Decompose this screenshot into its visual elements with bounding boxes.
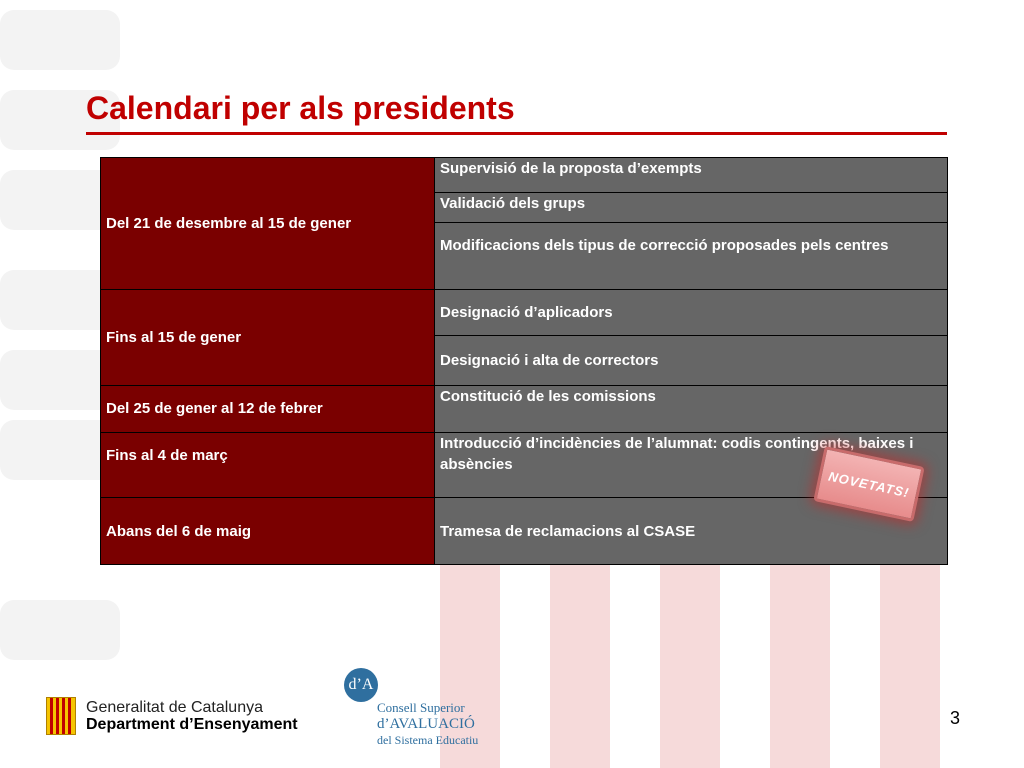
period-cell: Del 21 de desembre al 15 de gener xyxy=(100,157,435,290)
task-cell: Modificacions dels tipus de correcció pr… xyxy=(434,222,948,290)
task-cell: Validació dels grups xyxy=(434,192,948,223)
page-number: 3 xyxy=(950,708,961,728)
department-name: Department d’Ensenyament xyxy=(86,716,298,733)
slide-title: Calendari per als presidents xyxy=(86,90,515,126)
consell-superior-logo: d’A Consell Superior d’AVALUACIÓ del Sis… xyxy=(344,668,484,752)
period-cell: Abans del 6 de maig xyxy=(100,497,435,565)
title-underline xyxy=(86,132,947,135)
generalitat-logo: Generalitat de Catalunya Department d’En… xyxy=(46,696,298,736)
da-mark-icon: d’A xyxy=(344,668,378,702)
task-cell: Tramesa de reclamacions al CSASE xyxy=(434,497,948,565)
badge-label: NOVETATS! xyxy=(827,468,911,500)
senyera-emblem-icon xyxy=(46,697,76,735)
period-cell: Del 25 de gener al 12 de febrer xyxy=(100,385,435,433)
schedule-table: Del 21 de desembre al 15 de gener Superv… xyxy=(100,157,948,565)
consell-line3: del Sistema Educatiu xyxy=(377,733,479,747)
consell-line1: Consell Superior xyxy=(377,700,465,715)
task-cell: Supervisió de la proposta d’exempts xyxy=(434,157,948,193)
consell-line2: d’AVALUACIÓ xyxy=(377,716,475,732)
generalitat-name: Generalitat de Catalunya xyxy=(86,699,263,716)
period-cell: Fins al 4 de març xyxy=(100,432,435,498)
period-cell: Fins al 15 de gener xyxy=(100,289,435,386)
task-cell: Constitució de les comissions xyxy=(434,385,948,433)
task-cell: Designació i alta de correctors xyxy=(434,335,948,386)
task-cell: Designació d’aplicadors xyxy=(434,289,948,336)
